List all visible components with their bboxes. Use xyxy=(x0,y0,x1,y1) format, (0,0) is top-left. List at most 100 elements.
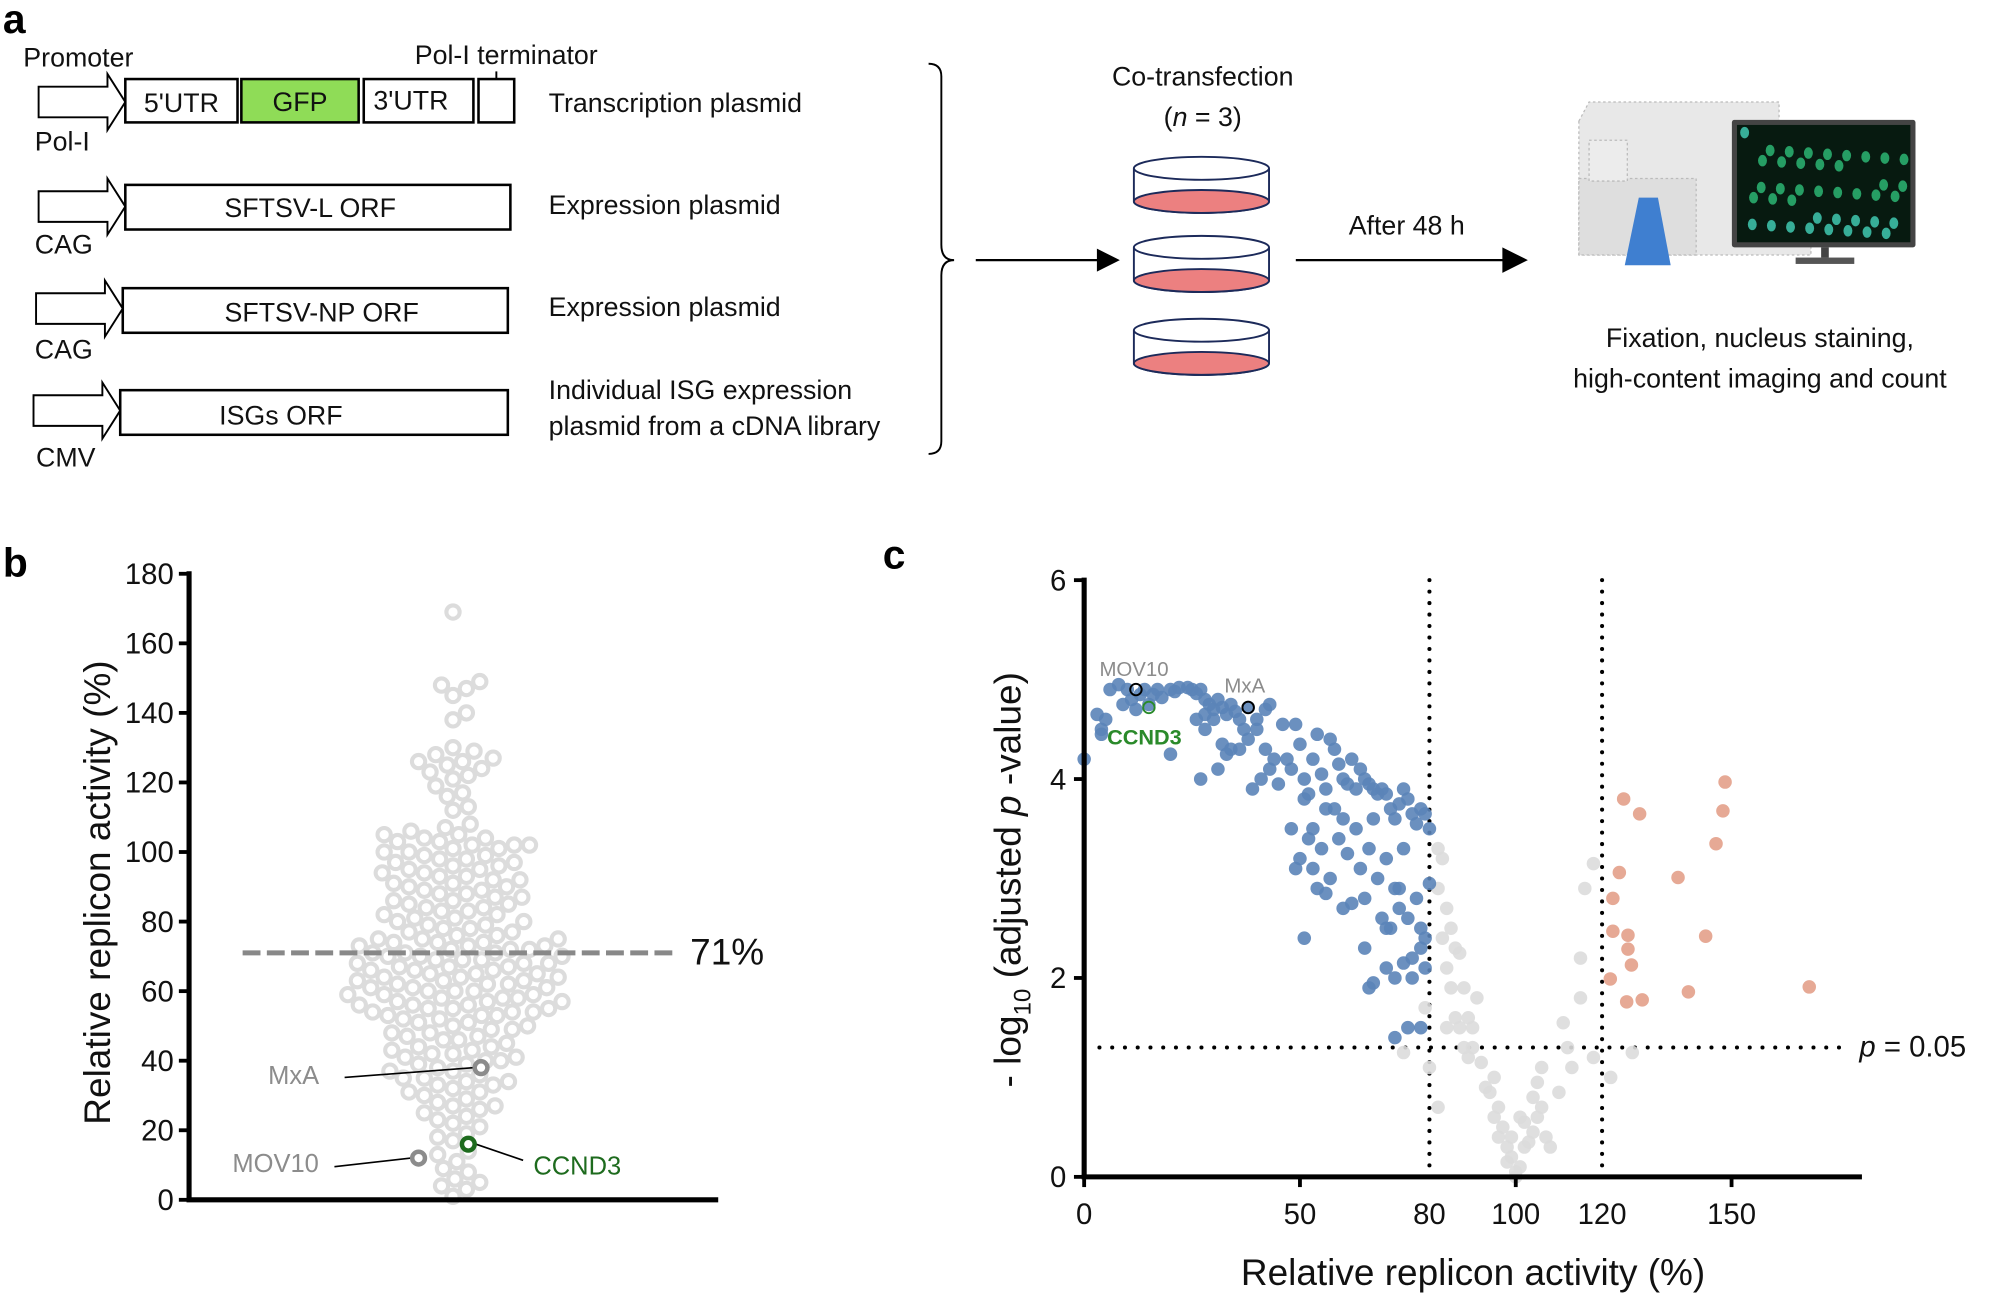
data-point xyxy=(429,1076,447,1094)
data-point xyxy=(478,975,497,993)
data-point xyxy=(1474,1055,1488,1070)
data-point xyxy=(1625,1045,1640,1060)
data-point xyxy=(446,1170,464,1188)
data-point xyxy=(1340,846,1355,861)
data-point xyxy=(404,996,422,1014)
panel-label-c: c xyxy=(883,532,906,578)
data-point xyxy=(499,958,518,976)
cell-mark xyxy=(1851,214,1861,227)
data-point xyxy=(1319,782,1333,796)
data-point xyxy=(430,850,449,868)
data-point xyxy=(549,968,567,986)
data-point xyxy=(1297,792,1312,806)
data-point xyxy=(444,739,462,757)
x-tick-label: 150 xyxy=(1707,1198,1756,1231)
highlight-point xyxy=(1129,682,1143,697)
data-point xyxy=(1327,742,1342,756)
data-point xyxy=(1284,762,1299,776)
data-point xyxy=(1357,941,1372,955)
data-point xyxy=(1491,1100,1506,1115)
final-step-label: Fixation, nucleus staining, xyxy=(1606,323,1914,353)
data-point xyxy=(362,961,380,979)
data-point xyxy=(429,1111,447,1129)
data-point xyxy=(515,954,533,972)
data-point xyxy=(1314,767,1329,781)
data-point xyxy=(471,860,489,879)
dish-medium xyxy=(1132,268,1270,293)
data-point xyxy=(419,999,437,1018)
data-point xyxy=(375,968,393,986)
high-content-imager-icon xyxy=(1578,101,1916,266)
data-point xyxy=(348,954,367,972)
data-point xyxy=(484,749,502,767)
data-point xyxy=(515,912,533,931)
highlight-label: CCND3 xyxy=(1107,725,1182,750)
data-point xyxy=(486,888,504,906)
data-point xyxy=(406,909,424,927)
data-point xyxy=(1504,1150,1519,1164)
data-point xyxy=(484,961,502,979)
data-point xyxy=(390,958,409,976)
gfp-label: GFP xyxy=(272,87,327,117)
data-point xyxy=(1435,851,1450,866)
data-point xyxy=(1094,727,1109,742)
data-point xyxy=(553,992,571,1011)
data-point xyxy=(1603,972,1618,986)
data-point xyxy=(1452,1020,1467,1035)
data-point xyxy=(1616,792,1631,806)
data-point xyxy=(350,937,368,955)
data-point xyxy=(413,930,432,948)
data-point xyxy=(459,1013,477,1032)
data-point xyxy=(1379,961,1394,975)
data-point xyxy=(1496,1120,1510,1134)
data-point xyxy=(388,992,407,1011)
data-point xyxy=(400,843,418,861)
cell-mark xyxy=(1843,225,1853,237)
data-point xyxy=(432,1177,451,1195)
data-point xyxy=(1578,881,1592,896)
data-point xyxy=(473,759,491,778)
data-point xyxy=(415,864,433,882)
data-point xyxy=(1262,697,1277,712)
data-point xyxy=(465,982,483,1000)
data-point xyxy=(1250,722,1264,737)
data-point xyxy=(1709,836,1723,851)
data-point xyxy=(1606,924,1620,938)
dish-icon xyxy=(1132,155,1270,214)
cotransfection-label: Co-transfection xyxy=(1112,61,1294,91)
y-tick-label: 60 xyxy=(141,975,174,1008)
data-point xyxy=(1388,971,1402,985)
data-point xyxy=(453,752,472,771)
data-point xyxy=(518,1017,537,1035)
plasmid-description: Transcription plasmid xyxy=(549,88,802,118)
cell-mark xyxy=(1881,227,1891,240)
cell-mark xyxy=(1787,194,1797,206)
y-tick-label: 0 xyxy=(1050,1161,1066,1194)
data-point xyxy=(400,923,418,941)
data-point xyxy=(1444,921,1458,935)
data-point xyxy=(1098,712,1113,727)
data-point xyxy=(1396,956,1411,970)
data-point xyxy=(1250,712,1264,727)
data-point xyxy=(451,968,470,986)
highlight-label: MOV10 xyxy=(1099,659,1168,681)
data-point xyxy=(524,985,543,1004)
y-tick-label: 6 xyxy=(1050,564,1066,597)
data-point xyxy=(515,972,533,990)
data-point xyxy=(476,829,495,847)
data-point xyxy=(1241,700,1255,715)
culture-dishes xyxy=(1132,155,1270,376)
y-tick-label: 160 xyxy=(125,628,174,661)
cell-mark xyxy=(1805,222,1815,234)
data-point xyxy=(471,1083,489,1101)
data-point xyxy=(499,895,518,913)
data-point xyxy=(461,919,479,938)
orf-box xyxy=(124,183,512,231)
data-point xyxy=(1487,1070,1501,1085)
data-point xyxy=(1401,792,1415,806)
data-point xyxy=(1802,980,1817,994)
data-point xyxy=(444,857,462,875)
data-point xyxy=(507,1048,525,1066)
data-point xyxy=(444,1062,462,1080)
panel-a: a Promoter Pol-I terminator 5'UTR GFP 3'… xyxy=(3,0,1947,473)
